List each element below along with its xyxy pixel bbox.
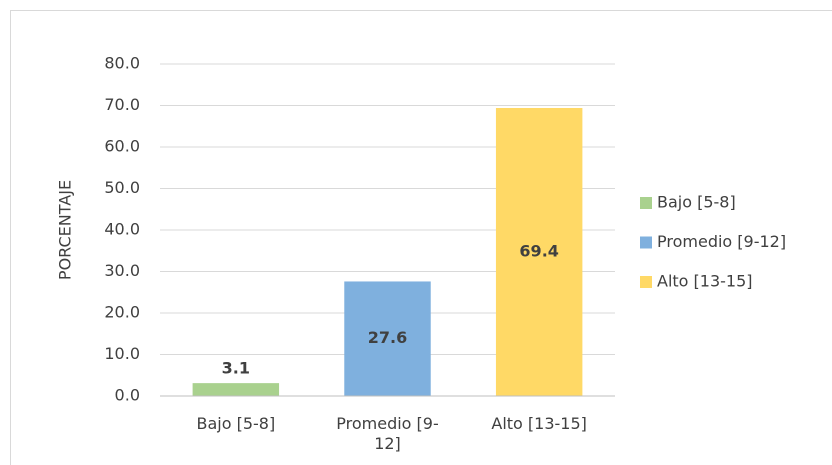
legend-swatch xyxy=(640,276,652,288)
y-tick-label: 20.0 xyxy=(104,303,140,322)
x-tick-label: Bajo [5-8] xyxy=(196,414,276,433)
bar xyxy=(344,281,431,396)
legend-swatch xyxy=(640,197,652,209)
x-tick-label: Promedio [9-12] xyxy=(336,414,439,453)
bar xyxy=(495,107,583,397)
bar xyxy=(192,383,280,396)
data-label: 3.1 xyxy=(222,359,250,378)
legend-label: Bajo [5-8] xyxy=(657,193,736,212)
y-tick-label: 10.0 xyxy=(104,344,140,363)
y-tick-label: 60.0 xyxy=(104,137,140,156)
y-axis-label: PORCENTAJE xyxy=(56,180,75,280)
y-tick-label: 70.0 xyxy=(104,95,140,114)
y-tick-label: 80.0 xyxy=(104,54,140,73)
data-label: 69.4 xyxy=(519,241,558,260)
x-tick-label: Alto [13-15] xyxy=(491,414,587,433)
y-tick-label: 40.0 xyxy=(104,220,140,239)
data-label: 27.6 xyxy=(368,328,407,347)
legend-label: Promedio [9-12] xyxy=(657,232,786,251)
y-tick-label: 30.0 xyxy=(104,261,140,280)
y-tick-label: 0.0 xyxy=(115,386,140,405)
legend-label: Alto [13-15] xyxy=(657,272,753,291)
y-tick-label: 50.0 xyxy=(104,178,140,197)
legend-swatch xyxy=(640,236,652,249)
